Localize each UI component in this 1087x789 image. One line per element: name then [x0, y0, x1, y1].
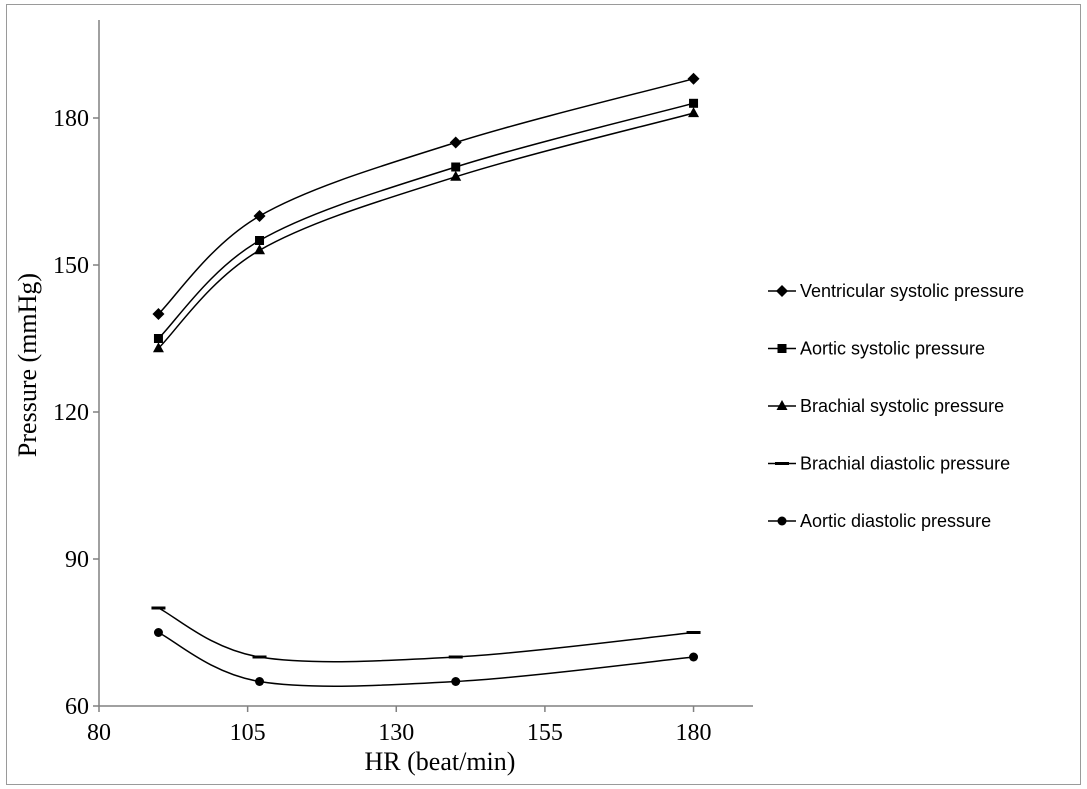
- y-axis-label: Pressure (mmHg): [13, 273, 42, 457]
- series-markers: [151, 72, 701, 686]
- series-line-2: [157, 102, 694, 340]
- data-point-series-4: [448, 655, 463, 659]
- data-point-series-1: [449, 136, 462, 149]
- data-point-series-5: [255, 677, 265, 686]
- legend-entry: Ventricular systolic pressure: [800, 281, 1024, 301]
- data-point-series-2: [451, 162, 461, 172]
- series-line-5: [158, 631, 694, 687]
- data-point-series-2: [255, 236, 265, 245]
- data-point-series-1: [687, 72, 700, 85]
- legend: Ventricular systolic pressure Aortic syst…: [768, 281, 1024, 531]
- legend-entry: Aortic diastolic pressure: [800, 511, 991, 531]
- data-point-series-2: [153, 334, 163, 343]
- data-point-series-4: [151, 606, 166, 610]
- series-line-4: [158, 607, 694, 663]
- x-tick-label: 105: [230, 720, 266, 746]
- x-tick-label: 180: [676, 720, 712, 746]
- series-line-3: [157, 112, 694, 349]
- legend-marker: [777, 344, 787, 353]
- series-lines: [157, 78, 694, 687]
- chart-frame: [6, 4, 1081, 785]
- legend-marker: [776, 285, 788, 297]
- data-point-series-1: [152, 308, 165, 320]
- legend-entry: Brachial diastolic pressure: [800, 454, 1010, 474]
- data-point-series-1: [253, 210, 266, 222]
- x-tick-label: 130: [378, 720, 414, 746]
- x-tick-label: 155: [527, 720, 563, 746]
- legend-marker: [777, 516, 787, 526]
- legend-entry: Aortic systolic pressure: [800, 339, 985, 359]
- data-point-series-3: [688, 107, 700, 118]
- legend-entry: Brachial systolic pressure: [800, 396, 1004, 416]
- legend-marker: [776, 400, 788, 410]
- axes: [98, 20, 753, 707]
- y-tick-label: 90: [65, 547, 89, 573]
- x-axis-label: HR (beat/min): [365, 747, 516, 776]
- tick-labels: 80 105 130 155 180 60 90 120 150 180: [53, 106, 712, 746]
- data-point-series-3: [152, 342, 164, 353]
- data-point-series-3: [254, 244, 266, 255]
- x-tick-label: 80: [87, 720, 111, 746]
- data-point-series-4: [252, 655, 267, 659]
- y-tick-label: 180: [53, 106, 89, 132]
- data-point-series-5: [451, 677, 461, 686]
- y-tick-label: 120: [53, 400, 89, 426]
- data-point-series-5: [153, 628, 163, 637]
- data-point-series-4: [686, 631, 701, 634]
- y-tick-label: 60: [65, 694, 89, 720]
- data-point-series-3: [450, 170, 462, 181]
- data-point-series-2: [689, 98, 699, 108]
- series-line-1: [157, 78, 694, 315]
- y-tick-label: 150: [53, 253, 89, 279]
- legend-marker: [775, 462, 789, 465]
- data-point-series-5: [689, 652, 699, 662]
